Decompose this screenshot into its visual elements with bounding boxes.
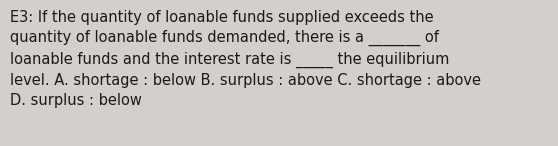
- Text: E3: If the quantity of loanable funds supplied exceeds the
quantity of loanable : E3: If the quantity of loanable funds su…: [10, 10, 481, 108]
